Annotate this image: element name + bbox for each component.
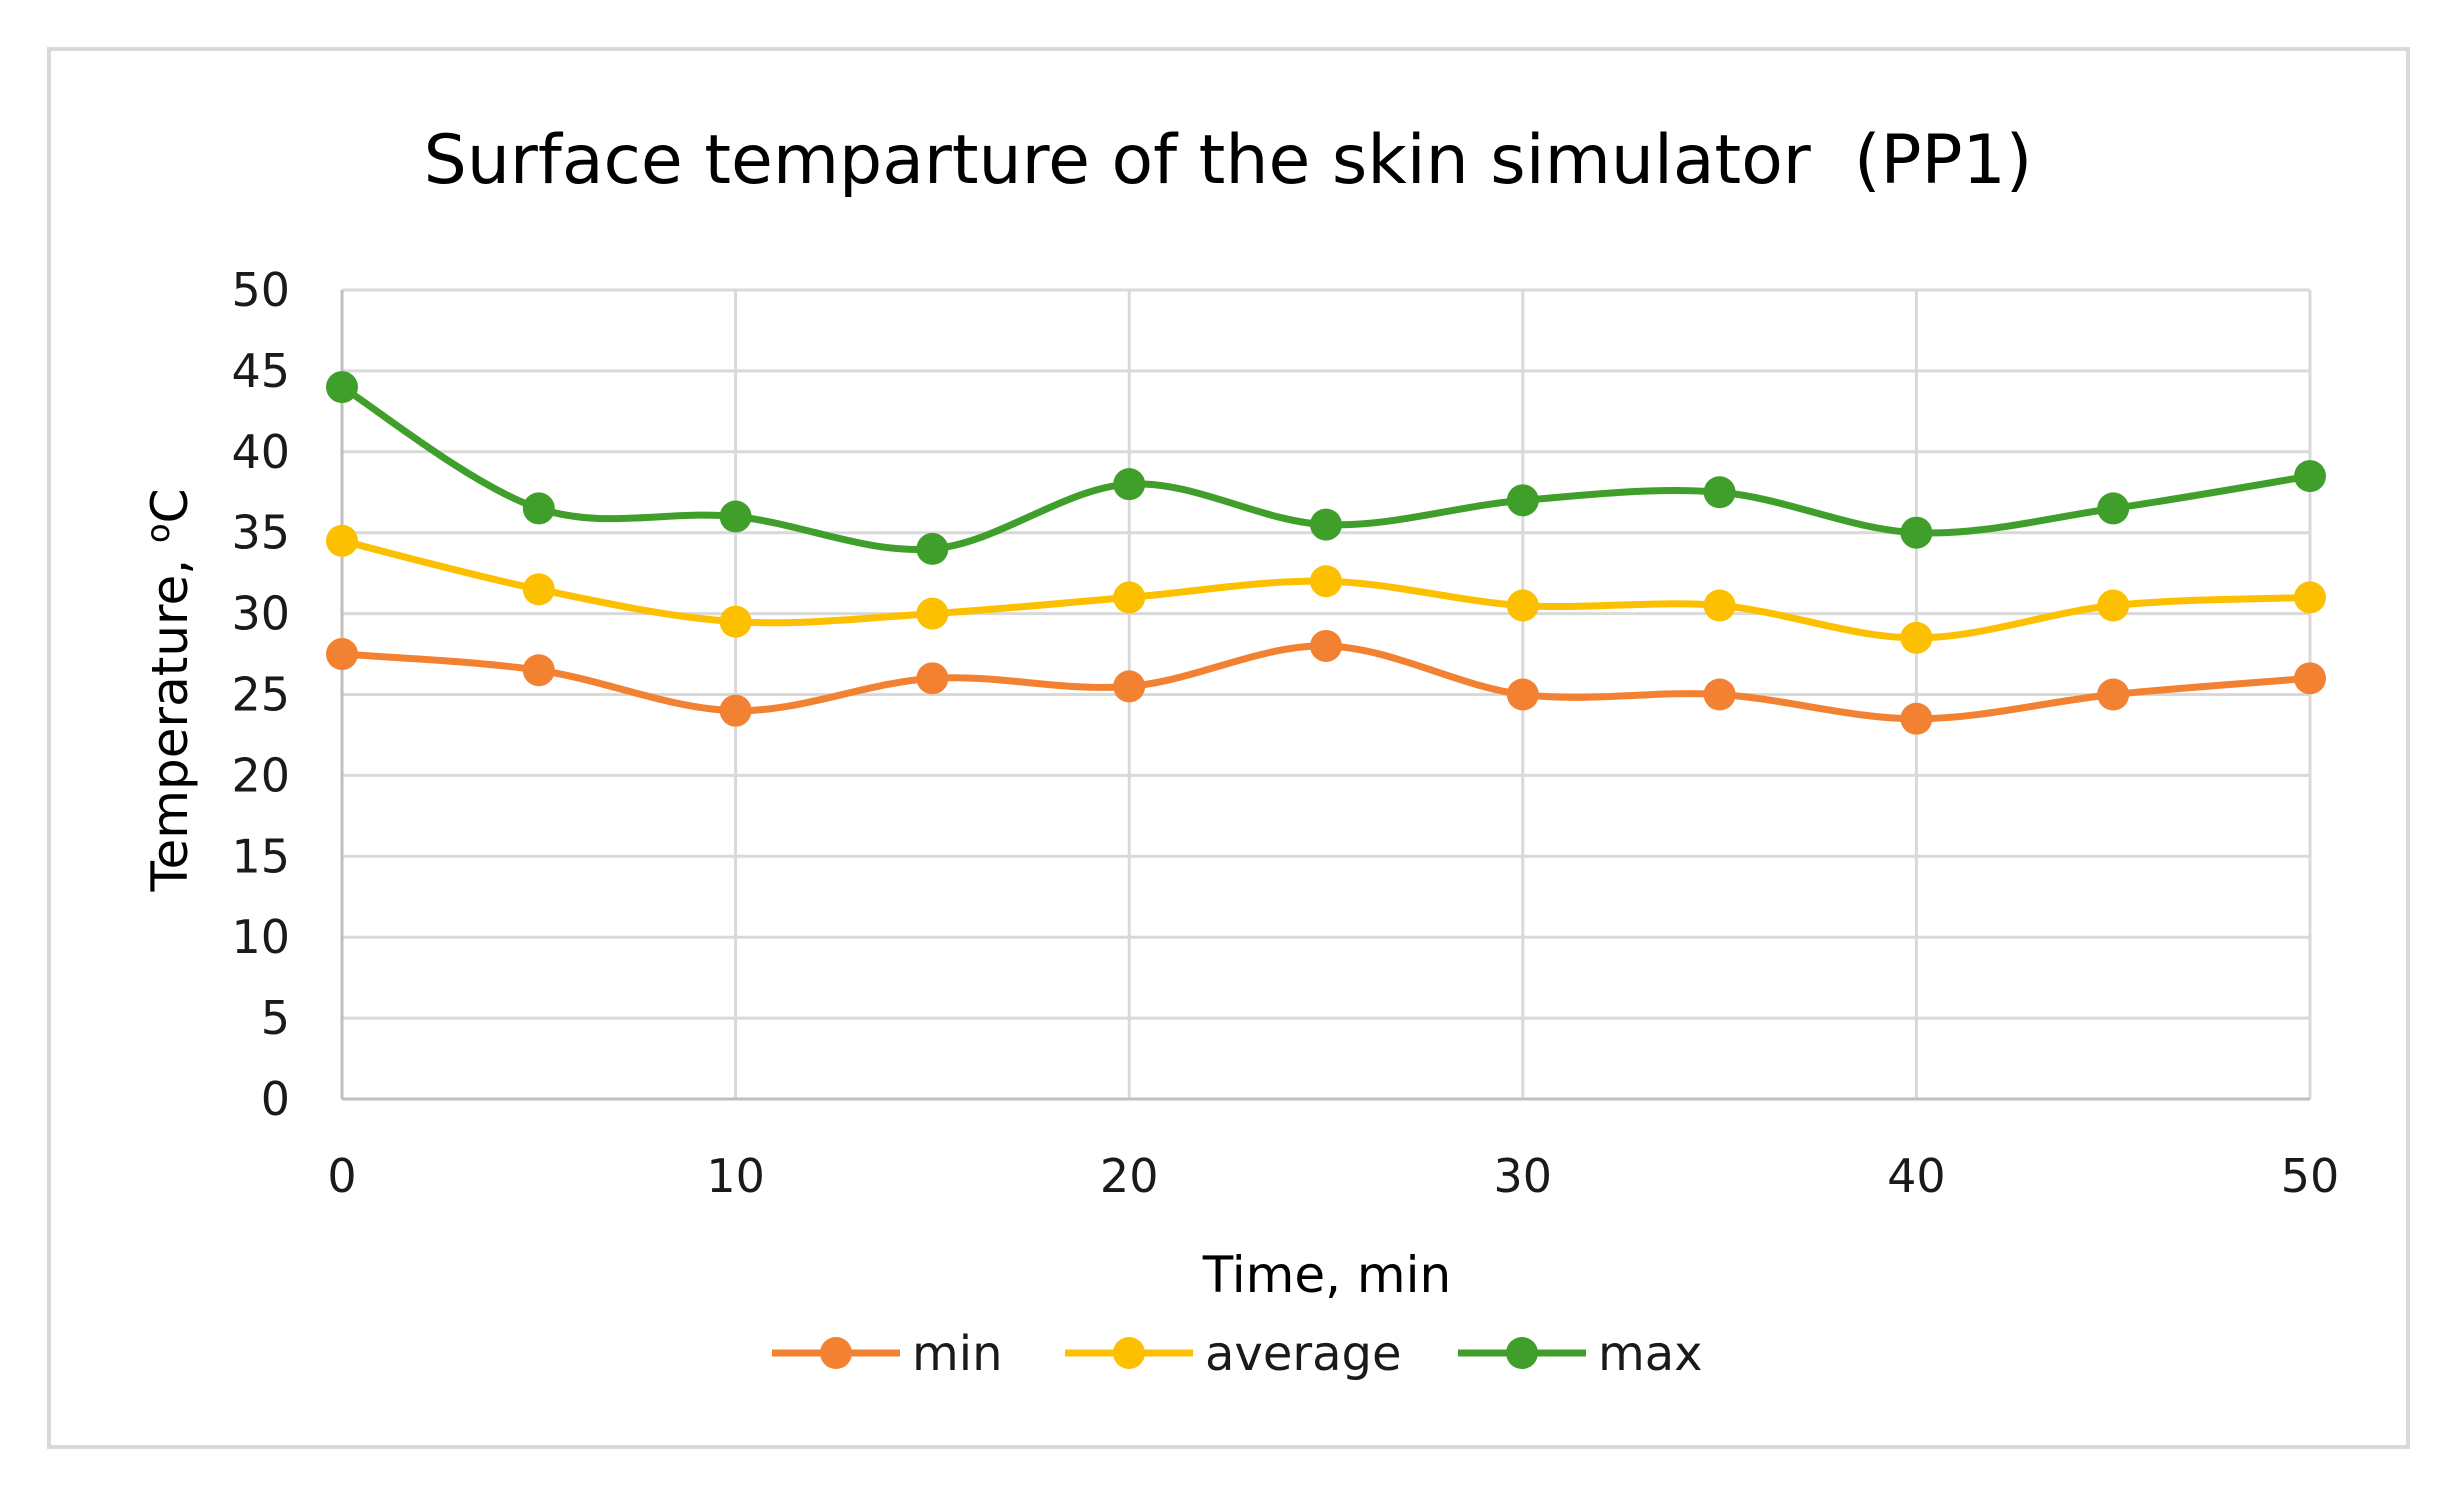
x-tick-label: 30 xyxy=(1494,1149,1553,1203)
data-point-max xyxy=(719,500,752,533)
chart-frame xyxy=(47,47,2410,1449)
axes xyxy=(340,290,2310,1101)
legend-item-average: average xyxy=(1065,1326,1402,1382)
y-tick-label: 0 xyxy=(261,1072,290,1126)
data-point-min xyxy=(1703,678,1736,711)
data-point-max xyxy=(326,371,358,404)
data-point-max xyxy=(1310,508,1342,541)
data-point-max xyxy=(2294,460,2326,493)
y-axis-label-unit-degree: o xyxy=(139,523,177,543)
y-tick-label: 15 xyxy=(231,829,290,883)
legend-label: min xyxy=(912,1326,1003,1382)
x-tick-label: 40 xyxy=(1887,1149,1946,1203)
legend-swatch-marker xyxy=(1113,1337,1145,1369)
data-point-average xyxy=(522,573,555,606)
x-axis-label: Time, min xyxy=(1202,1246,1451,1304)
data-point-min xyxy=(2097,678,2130,711)
y-tick-label: 40 xyxy=(231,425,290,479)
x-tick-label: 50 xyxy=(2281,1149,2340,1203)
data-point-average xyxy=(2294,581,2326,614)
legend-swatch-marker xyxy=(820,1337,852,1369)
x-tick-label: 0 xyxy=(327,1149,356,1203)
legend-label: max xyxy=(1598,1326,1703,1382)
y-tick-label: 5 xyxy=(261,991,290,1045)
data-series xyxy=(326,371,2326,735)
data-point-average xyxy=(1703,589,1736,622)
data-point-average xyxy=(1900,621,1933,654)
y-axis-label-unit-c: C xyxy=(141,488,199,523)
tick-labels: 0 5 10 15 20 25 30 35 40 45 50 0 10 20 30 40 50 xyxy=(231,263,2339,1203)
series-average xyxy=(326,524,2326,654)
legend-item-max: max xyxy=(1458,1326,1703,1382)
data-point-average xyxy=(326,524,358,557)
chart-title: Surface temparture of the skin simulator… xyxy=(424,121,2033,200)
data-point-average xyxy=(916,597,949,630)
data-point-max xyxy=(1113,468,1146,501)
data-point-min xyxy=(719,694,752,727)
x-tick-label: 20 xyxy=(1100,1149,1159,1203)
data-point-max xyxy=(2097,492,2130,525)
y-axis-label-text: Temperature, xyxy=(141,543,199,893)
data-point-max xyxy=(916,532,949,565)
data-point-min xyxy=(916,662,949,695)
y-axis-label: Temperature, oC xyxy=(139,488,199,892)
y-tick-label: 25 xyxy=(231,668,290,722)
data-point-average xyxy=(719,605,752,638)
data-point-min xyxy=(1113,670,1146,703)
x-tick-label: 10 xyxy=(706,1149,765,1203)
data-point-min xyxy=(1900,702,1933,735)
data-point-max xyxy=(1703,476,1736,509)
data-point-average xyxy=(1506,589,1539,622)
data-point-average xyxy=(1113,581,1146,614)
data-point-max xyxy=(522,492,555,525)
series-max xyxy=(326,371,2326,565)
legend-item-min: min xyxy=(772,1326,1003,1382)
data-point-average xyxy=(2097,589,2130,622)
y-tick-label: 30 xyxy=(231,587,290,641)
y-tick-label: 35 xyxy=(231,506,290,560)
y-tick-label: 20 xyxy=(231,748,290,802)
data-point-min xyxy=(326,638,358,671)
y-tick-label: 10 xyxy=(231,910,290,964)
y-tick-label: 45 xyxy=(231,344,290,398)
legend: min average max xyxy=(772,1326,1703,1382)
series-min xyxy=(326,629,2326,735)
data-point-min xyxy=(522,654,555,687)
data-point-average xyxy=(1310,565,1342,598)
data-point-min xyxy=(2294,662,2326,695)
legend-swatch-marker xyxy=(1506,1337,1538,1369)
data-point-max xyxy=(1506,484,1539,517)
data-point-min xyxy=(1310,629,1342,662)
legend-label: average xyxy=(1205,1326,1402,1382)
y-tick-label: 50 xyxy=(231,263,290,317)
data-point-max xyxy=(1900,516,1933,549)
data-point-min xyxy=(1506,678,1539,711)
